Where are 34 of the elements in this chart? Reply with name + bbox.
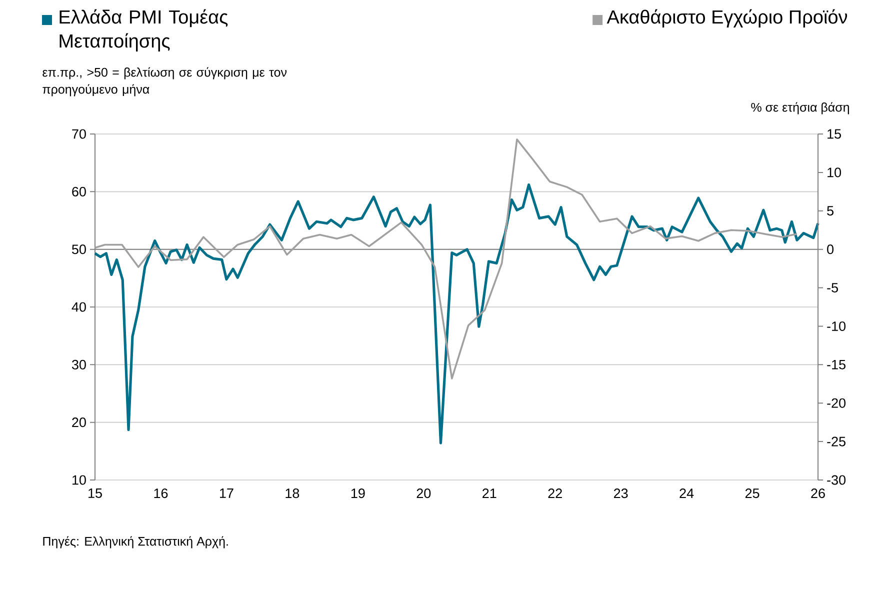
x-tick-label: 25	[745, 488, 760, 498]
y-tick-label: 40	[72, 302, 86, 312]
x-tick-label: 24	[680, 488, 694, 498]
y-tick-label: 60	[72, 186, 86, 196]
y2-tick-label: -20	[827, 398, 846, 408]
x-tick-label: 21	[482, 488, 496, 498]
y-tick-label: 30	[72, 360, 86, 370]
legend-label: Ακαθάριστο Εγχώριο Προϊόν	[606, 9, 848, 28]
y2-tick-label: -10	[827, 321, 846, 331]
x-tick-label: 15	[88, 488, 102, 498]
x-tick-label: 26	[811, 488, 825, 498]
y2-tick-label: 15	[828, 129, 841, 139]
y-tick-label: 70	[72, 129, 86, 139]
y2-tick-label: -5	[827, 283, 838, 292]
y2-tick-label: 5	[827, 206, 834, 216]
x-tick-label: 18	[286, 488, 300, 498]
text: Πηγές: Ελληνική Στατιστική Αρχή.	[43, 536, 228, 548]
y2-tick-label: 0	[827, 244, 834, 254]
y2-tick-label: -15	[827, 360, 846, 370]
x-tick-label: 16	[154, 488, 168, 498]
legend-label: Ελλάδα PMI Τομέας Μεταποίησης	[60, 9, 228, 52]
x-tick-label: 19	[351, 488, 365, 498]
x-tick-label: 23	[614, 488, 628, 498]
x-tick-label: 17	[220, 488, 234, 498]
y-axis-title: επ.πρ., >50 = βελτίωση σε σύγκριση με τον προηγούμενο μήνα	[42, 67, 287, 96]
y2-tick-label: -30	[827, 475, 846, 485]
y2-tick-label: 10	[828, 168, 842, 178]
y-tick-label: 10	[72, 475, 86, 485]
y-tick-label: 50	[72, 244, 86, 254]
y2-tick-label: -25	[827, 436, 846, 446]
y2-axis-title: % σε ετήσια βάση	[751, 102, 849, 114]
x-tick-label: 22	[548, 488, 562, 498]
x-tick-label: 20	[416, 488, 431, 498]
y-tick-label: 20	[72, 418, 86, 428]
